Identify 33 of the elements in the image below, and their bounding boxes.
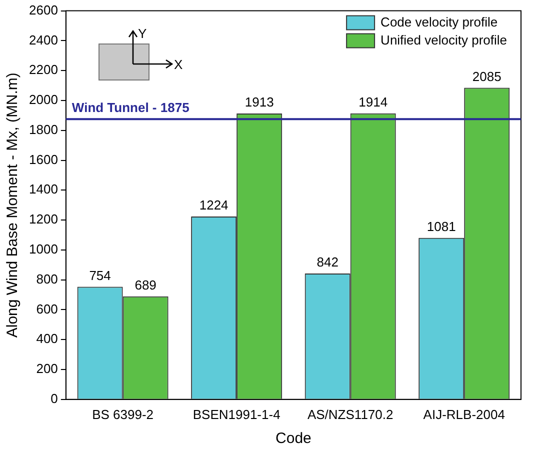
y-tick-label: 0 (50, 390, 58, 406)
y-tick-label: 400 (36, 331, 58, 346)
x-tick-label: BS 6399-2 (92, 406, 154, 422)
x-tick-label: BSEN1991-1-4 (192, 406, 280, 422)
legend-label: Unified velocity profile (380, 32, 508, 48)
y-tick-label: 2600 (29, 2, 58, 18)
legend-label: Code velocity profile (380, 14, 498, 30)
data-label: 2085 (472, 68, 502, 84)
y-tick-label: 1600 (29, 152, 58, 167)
y-tick-label: 1400 (29, 182, 58, 197)
y-axis-title: Along Wind Base Moment - Mx, (MN.m) (4, 72, 22, 338)
x-axis-title: Code (276, 430, 312, 448)
y-tick-label: 600 (36, 301, 58, 316)
y-tick-label: 200 (36, 361, 58, 376)
annotation: Y (138, 26, 147, 41)
y-tick-label: 2400 (29, 32, 58, 48)
x-tick-label: AIJ-RLB-2004 (423, 406, 505, 422)
data-label: 689 (134, 278, 156, 292)
data-label: 1081 (426, 218, 456, 234)
annotation: X (174, 57, 183, 72)
y-tick-label: 1200 (29, 212, 58, 227)
data-label: 1913 (244, 94, 274, 110)
x-tick-label: AS/NZS1170.2 (307, 406, 394, 422)
data-label: 842 (316, 254, 338, 270)
y-tick-label: 2200 (29, 62, 58, 78)
ref-line-label: Wind Tunnel - 1875 (72, 100, 190, 116)
data-label: 1224 (199, 198, 228, 213)
data-label: 1914 (358, 94, 388, 110)
y-tick-label: 1000 (29, 242, 58, 257)
y-tick-label: 1800 (29, 122, 58, 137)
y-tick-label: 2000 (29, 92, 58, 108)
y-tick-label: 800 (36, 271, 58, 286)
data-label: 754 (89, 268, 111, 283)
